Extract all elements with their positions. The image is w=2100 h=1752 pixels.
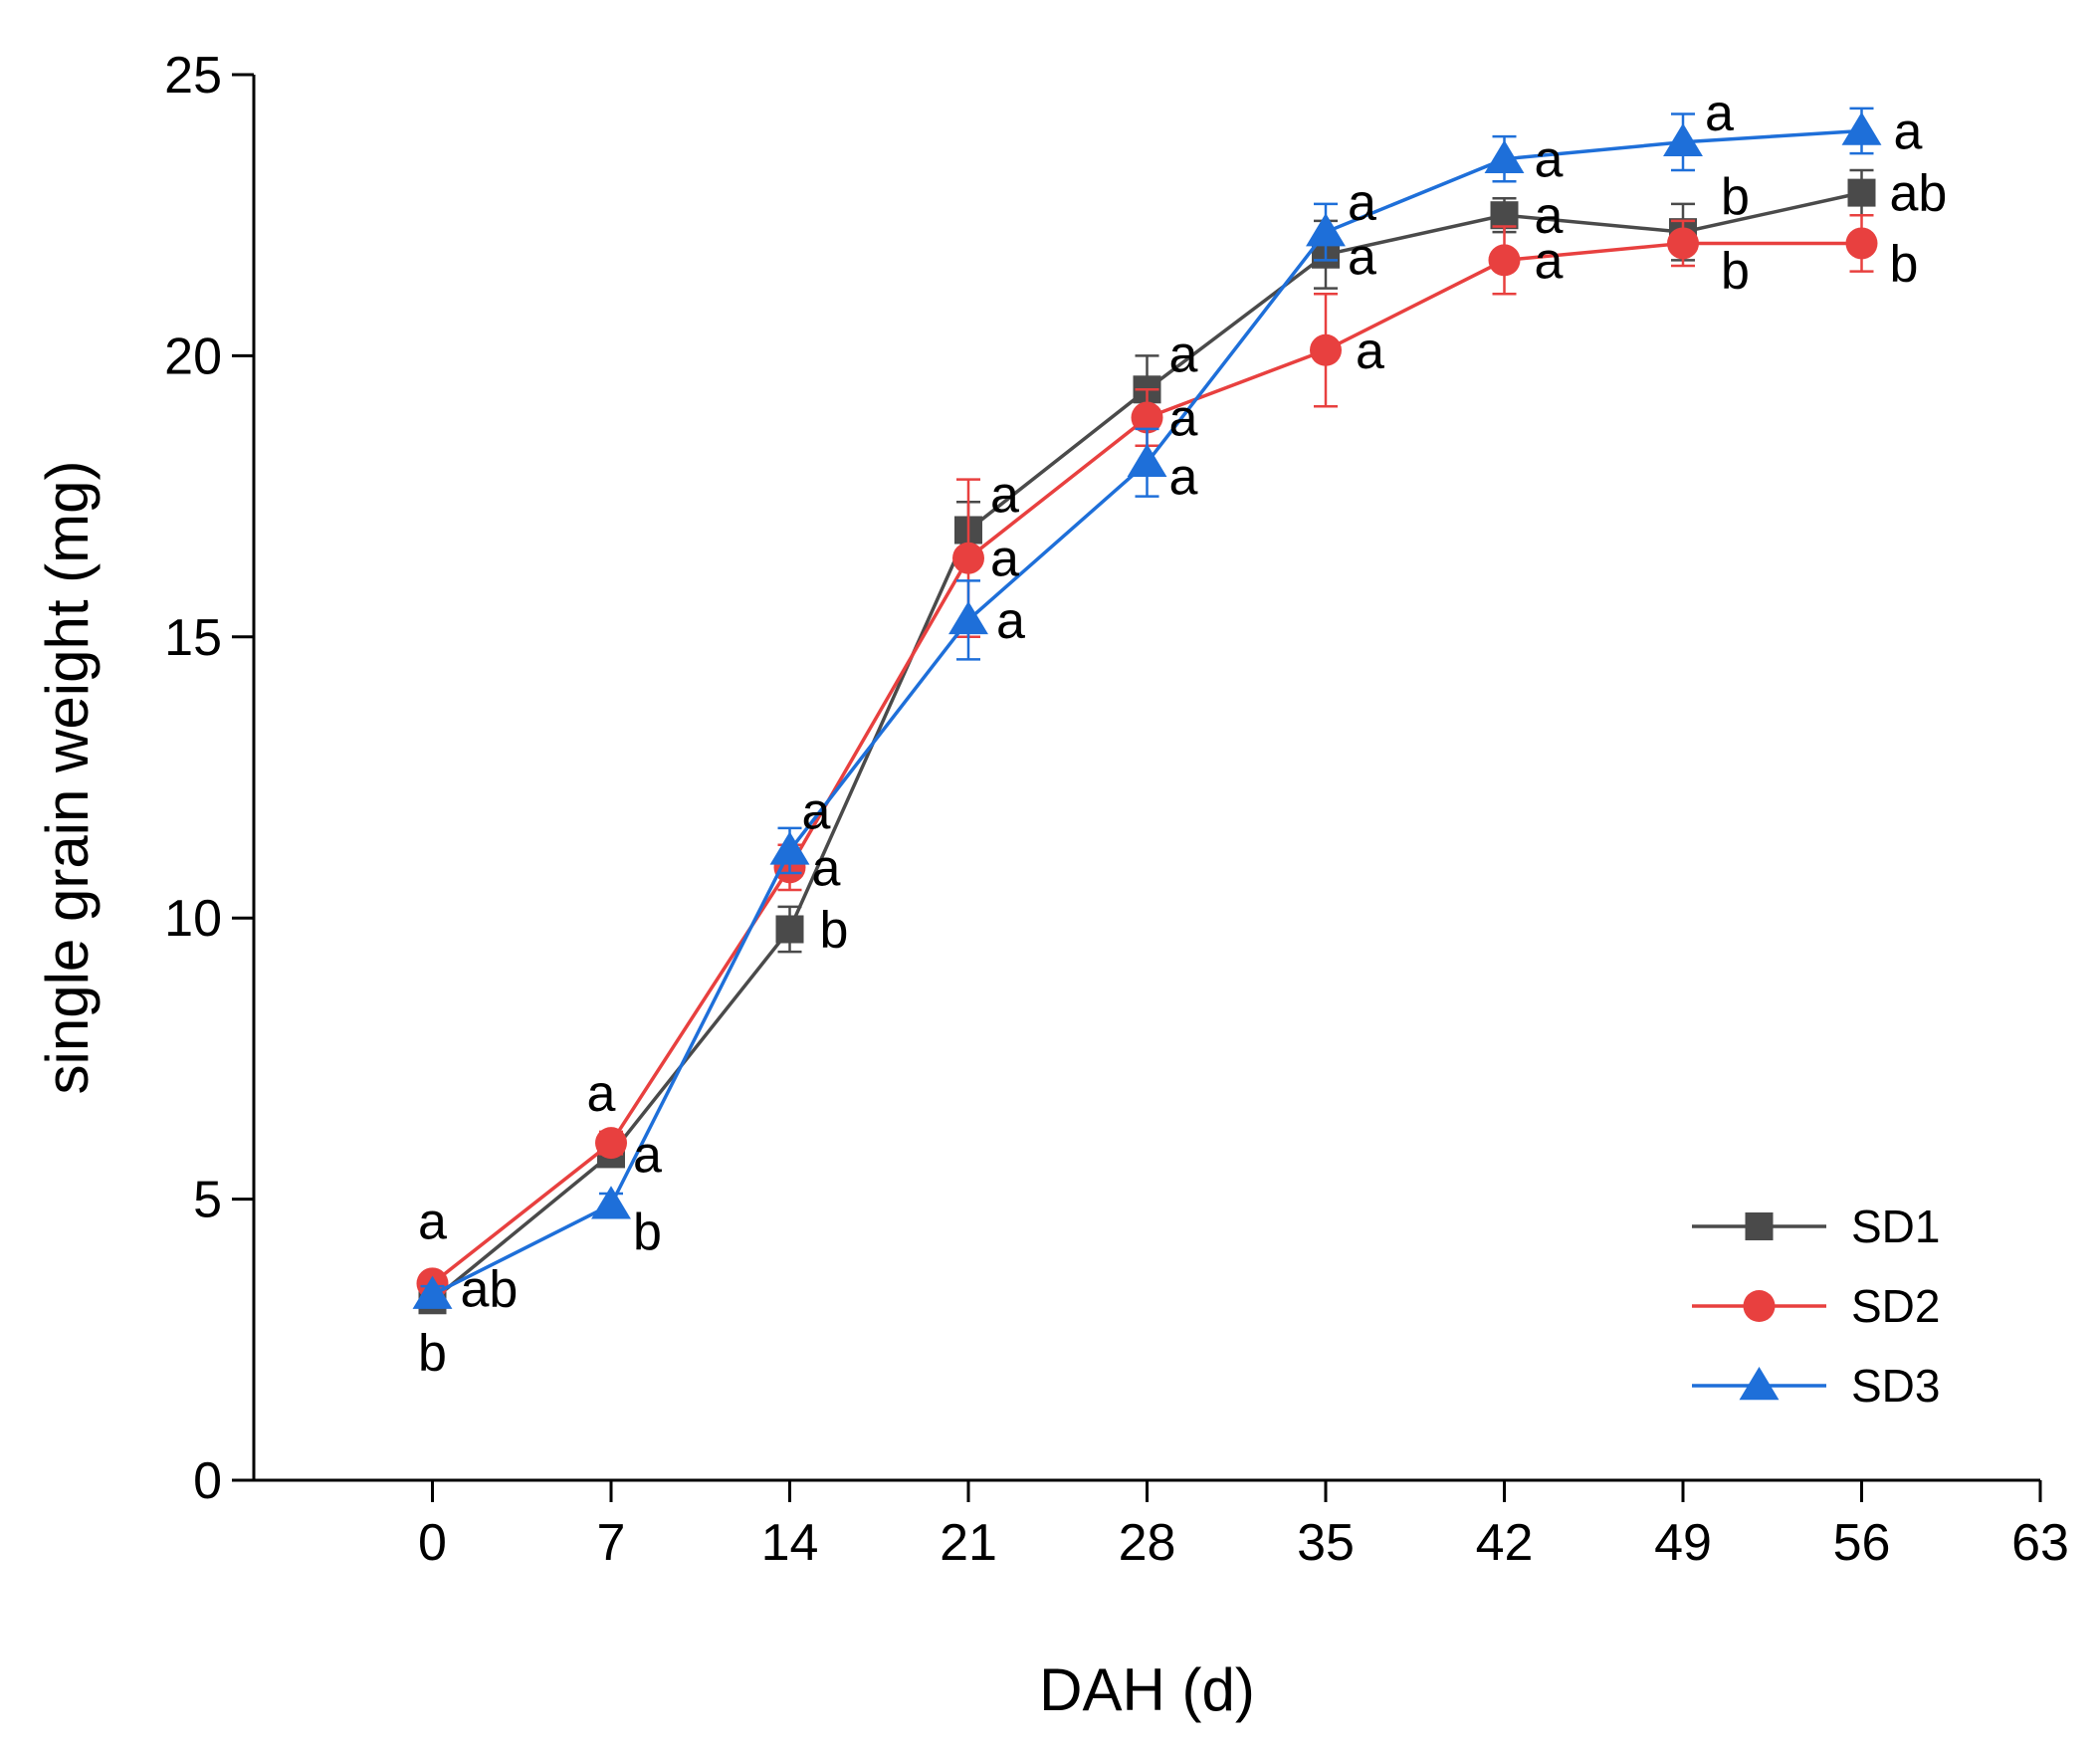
data-point-triangle	[1841, 111, 1882, 145]
significance-label: a	[1356, 323, 1384, 380]
data-point-triangle	[948, 600, 988, 635]
significance-label: a	[587, 1065, 616, 1123]
significance-label: a	[1169, 449, 1198, 507]
significance-label: b	[633, 1204, 662, 1261]
significance-label: b	[1721, 168, 1750, 226]
data-point-circle	[1488, 244, 1521, 277]
legend-item-sd1: SD1	[1692, 1201, 1940, 1252]
significance-label: a	[996, 592, 1025, 650]
legend-label: SD2	[1851, 1280, 1940, 1332]
y-tick-label: 15	[164, 609, 222, 667]
x-tick-label: 14	[761, 1514, 819, 1572]
y-tick-label: 0	[193, 1452, 222, 1510]
data-point-triangle	[412, 1275, 453, 1309]
data-point-triangle	[591, 1186, 631, 1219]
data-point-circle	[1310, 333, 1342, 366]
legend-item-sd3: SD3	[1692, 1360, 1940, 1412]
significance-label: a	[1535, 187, 1564, 245]
significance-label: b	[820, 901, 849, 959]
significance-label: a	[812, 839, 841, 897]
significance-label: a	[1348, 174, 1376, 232]
series-sd3	[412, 107, 1882, 1309]
axes: 0 5 10 15 20 25 0 7 14 21 28 35 42 49 56 63	[164, 47, 2069, 1572]
data-point-square	[1847, 178, 1876, 207]
y-tick-label: 5	[193, 1172, 222, 1229]
data-point-triangle	[1739, 1367, 1780, 1401]
data-point-triangle	[769, 831, 810, 865]
x-tick-label: 42	[1476, 1514, 1534, 1572]
data-point-triangle	[1484, 139, 1525, 173]
x-tick-label: 28	[1119, 1514, 1176, 1572]
x-tick-label: 49	[1654, 1514, 1712, 1572]
significance-label: a	[1169, 326, 1198, 383]
x-axis-title: DAH (d)	[1039, 1656, 1255, 1723]
y-tick-label: 25	[164, 47, 222, 105]
series-layer	[412, 107, 1882, 1315]
data-point-circle	[952, 542, 984, 574]
y-axis-title: single grain weight (mg)	[34, 461, 101, 1095]
data-point-circle	[1131, 401, 1163, 434]
x-tick-label: 0	[418, 1514, 447, 1572]
significance-label: a	[1348, 229, 1376, 287]
significance-label: b	[1721, 242, 1750, 300]
y-tick-label: 20	[164, 328, 222, 385]
data-point-circle	[1667, 227, 1699, 260]
data-point-circle	[1845, 227, 1878, 260]
significance-label: a	[1894, 103, 1923, 160]
data-point-circle	[1743, 1290, 1776, 1322]
data-point-triangle	[1127, 443, 1167, 477]
y-tick-label: 10	[164, 890, 222, 948]
significance-label: a	[1169, 390, 1198, 448]
x-tick-label: 35	[1297, 1514, 1355, 1572]
x-tick-label: 63	[2011, 1514, 2069, 1572]
data-point-square	[1490, 201, 1519, 230]
significance-label: a	[990, 466, 1019, 524]
significance-label: b	[418, 1324, 447, 1382]
significance-label: a	[418, 1193, 447, 1250]
data-point-triangle	[1306, 213, 1346, 247]
significance-label: ab	[461, 1261, 519, 1319]
data-point-triangle	[1663, 122, 1703, 157]
series-line	[431, 128, 1862, 1297]
significance-label: ab	[1890, 165, 1948, 223]
legend-item-sd2: SD2	[1692, 1280, 1940, 1332]
legend-label: SD1	[1851, 1201, 1940, 1252]
data-point-square	[775, 915, 804, 944]
significance-label: a	[1705, 85, 1734, 142]
legend-label: SD3	[1851, 1360, 1940, 1412]
x-tick-label: 7	[597, 1514, 626, 1572]
legend: SD1 SD2 SD3	[1692, 1201, 1940, 1412]
significance-label: a	[990, 531, 1019, 588]
data-point-square	[1745, 1212, 1774, 1240]
significance-label: b	[1890, 235, 1919, 293]
significance-label: a	[633, 1126, 662, 1184]
significance-label: a	[802, 782, 831, 840]
significance-label: a	[1535, 232, 1564, 290]
x-tick-label: 56	[1833, 1514, 1891, 1572]
x-tick-label: 21	[940, 1514, 997, 1572]
significance-label: a	[1535, 131, 1564, 189]
data-point-circle	[595, 1127, 627, 1160]
